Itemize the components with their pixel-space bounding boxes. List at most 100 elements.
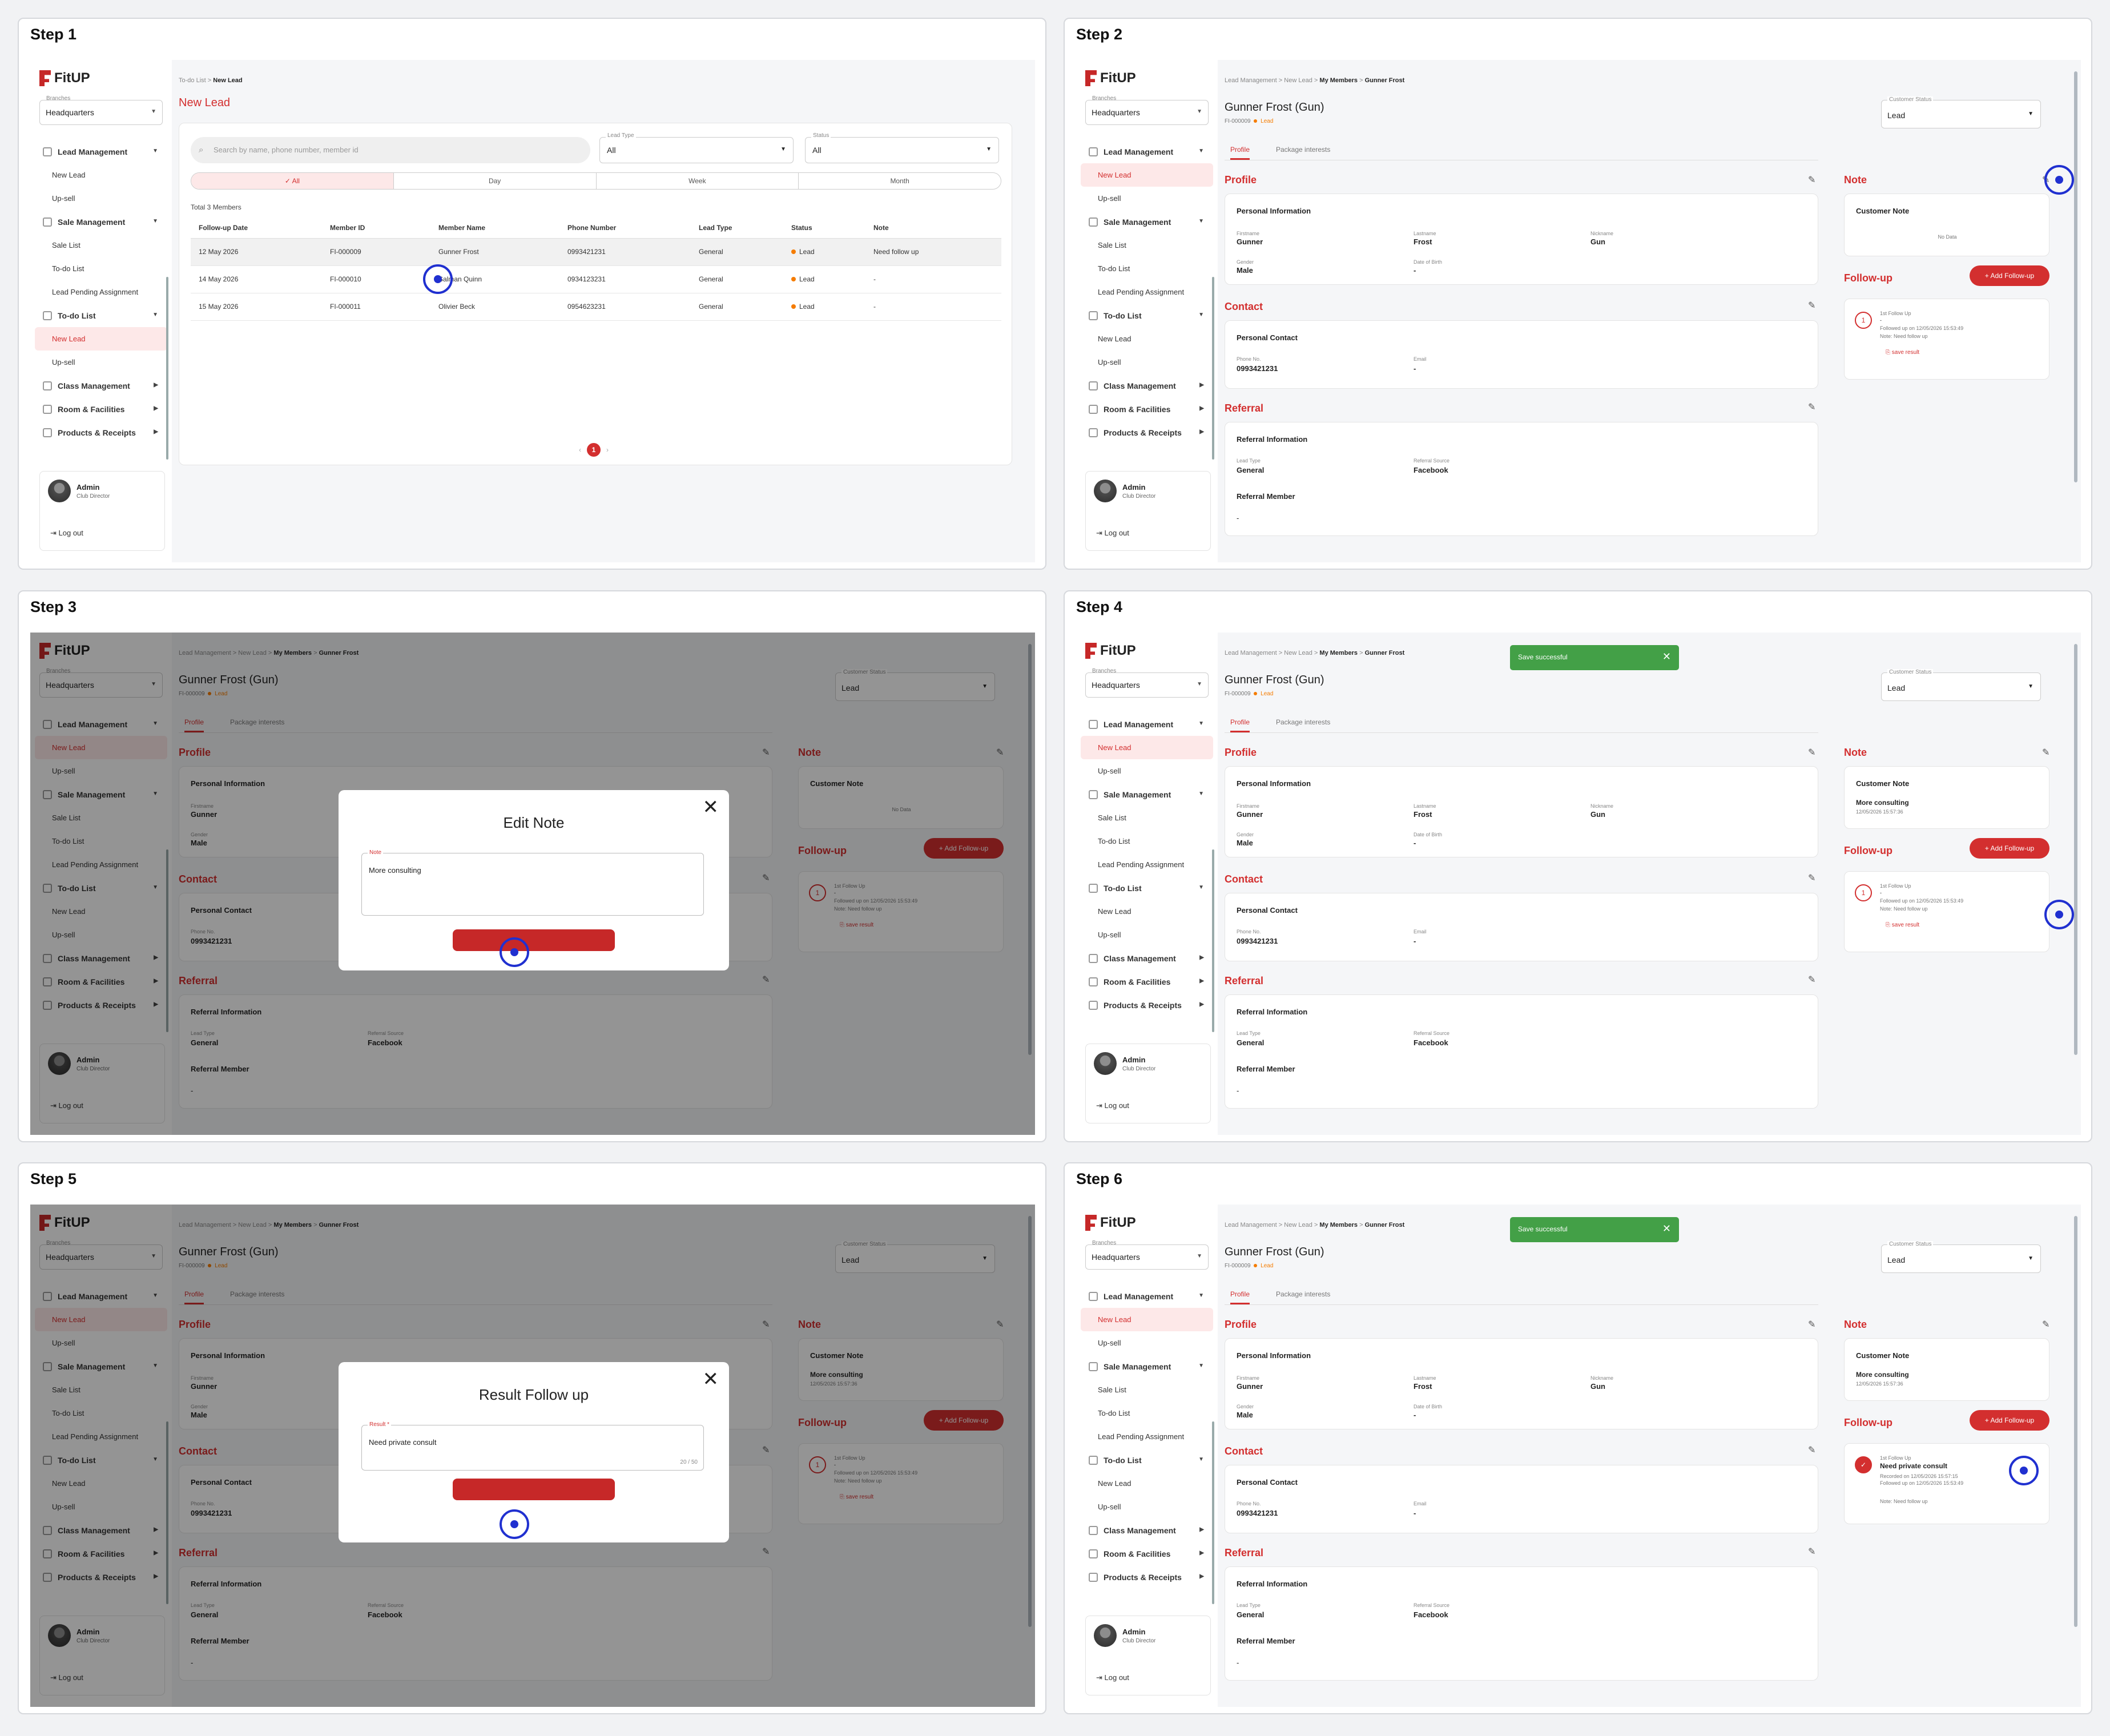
tab-profile[interactable]: Profile	[1230, 718, 1250, 732]
nav-sale-list[interactable]: Sale List	[1098, 241, 1126, 249]
nav-sale-management[interactable]: Sale Management ▼	[35, 210, 167, 233]
logout-button[interactable]: ⇥ Log out	[50, 529, 83, 538]
nav-todo-group[interactable]: To-do List ▼	[35, 1448, 167, 1472]
nav-todo-group[interactable]: To-do List ▼	[1081, 304, 1213, 327]
next-page-icon[interactable]: ›	[606, 446, 609, 454]
crumb-item[interactable]: Lead Management	[1225, 1222, 1277, 1229]
nav-room-facilities[interactable]: Room & Facilities ▶	[35, 1542, 167, 1565]
nav-products-receipts[interactable]: Products & Receipts ▶	[35, 993, 167, 1017]
logout-button[interactable]: ⇥ Log out	[50, 1673, 83, 1682]
sidebar-scrollbar[interactable]	[1212, 849, 1214, 1032]
nav-new-lead-todo[interactable]: New Lead	[1098, 335, 1131, 343]
nav-products-receipts[interactable]: Products & Receipts ▶	[1081, 993, 1213, 1017]
nav-up-sell-todo[interactable]: Up-sell	[1098, 358, 1121, 366]
modal-overlay[interactable]: Result Follow up ✕ Result * Need private…	[30, 1205, 1035, 1707]
nav-up-sell-todo[interactable]: Up-sell	[52, 931, 75, 939]
nav-todo-list[interactable]: To-do List	[52, 837, 84, 845]
add-followup-button[interactable]: + Add Follow-up	[1970, 1410, 2049, 1431]
close-icon[interactable]: ✕	[702, 1368, 719, 1390]
nav-up-sell[interactable]: Up-sell	[1098, 1339, 1121, 1347]
lead-type-select[interactable]: Lead Type All ▼	[599, 132, 794, 163]
nav-todo-group[interactable]: To-do List ▼	[1081, 1448, 1213, 1472]
nav-lead-management[interactable]: Lead Management ▼	[35, 712, 167, 736]
add-followup-button[interactable]: + Add Follow-up	[1970, 265, 2049, 286]
edit-note-icon[interactable]: ✎	[996, 1320, 1004, 1330]
edit-profile-icon[interactable]: ✎	[762, 748, 770, 758]
nav-room-facilities[interactable]: Room & Facilities ▶	[1081, 1542, 1213, 1565]
nav-products-receipts[interactable]: Products & Receipts ▶	[1081, 1565, 1213, 1589]
crumb-item[interactable]: New Lead	[1284, 1222, 1312, 1229]
logout-button[interactable]: ⇥ Log out	[1096, 1101, 1129, 1110]
nav-todo-list[interactable]: To-do List	[52, 1409, 84, 1417]
nav-up-sell[interactable]: Up-sell	[52, 194, 75, 203]
crumb-item[interactable]: New Lead	[1284, 650, 1312, 656]
tab-package-interests[interactable]: Package interests	[1276, 1290, 1331, 1298]
nav-new-lead[interactable]: New Lead	[35, 1308, 167, 1331]
nav-new-lead-todo[interactable]: New Lead	[1098, 907, 1131, 916]
edit-referral-icon[interactable]: ✎	[762, 975, 770, 985]
prev-page-icon[interactable]: ‹	[579, 446, 581, 454]
edit-referral-icon[interactable]: ✎	[762, 1547, 770, 1557]
nav-new-lead[interactable]: New Lead	[35, 736, 167, 759]
table-row[interactable]: 15 May 2026 FI-000011 Olivier Beck 09546…	[191, 293, 1001, 321]
save-result-link[interactable]: ⎘ save result	[1886, 349, 1919, 356]
nav-new-lead-todo[interactable]: New Lead	[52, 1479, 86, 1488]
nav-up-sell-todo[interactable]: Up-sell	[52, 1503, 75, 1511]
nav-sale-list[interactable]: Sale List	[1098, 1385, 1126, 1394]
nav-products-receipts[interactable]: Products & Receipts ▶	[35, 1565, 167, 1589]
customer-status-select[interactable]: Customer Status Lead ▼	[1881, 669, 2041, 701]
nav-room-facilities[interactable]: Room & Facilities ▶	[1081, 970, 1213, 993]
sidebar-scrollbar[interactable]	[166, 849, 168, 1032]
tab-month[interactable]: Month	[890, 177, 909, 185]
nav-lead-pending[interactable]: Lead Pending Assignment	[52, 1432, 139, 1441]
nav-new-lead[interactable]: New Lead	[1081, 163, 1213, 187]
nav-lead-pending[interactable]: Lead Pending Assignment	[1098, 860, 1185, 869]
edit-note-icon[interactable]: ✎	[2042, 1320, 2050, 1330]
nav-lead-pending[interactable]: Lead Pending Assignment	[52, 860, 139, 869]
tab-profile[interactable]: Profile	[1230, 1290, 1250, 1304]
nav-new-lead[interactable]: New Lead	[52, 171, 86, 179]
crumb-item[interactable]: My Members	[1319, 650, 1358, 656]
edit-note-icon[interactable]: ✎	[2042, 748, 2050, 758]
nav-sale-management[interactable]: Sale Management ▼	[1081, 210, 1213, 233]
page-scrollbar[interactable]	[2074, 71, 2077, 482]
customer-status-select[interactable]: Customer Status Lead ▼	[1881, 1241, 2041, 1273]
close-icon[interactable]: ✕	[1662, 1223, 1671, 1234]
close-icon[interactable]: ✕	[702, 796, 719, 818]
modal-overlay[interactable]: Edit Note ✕ Note More consulting	[30, 633, 1035, 1135]
nav-new-lead-todo[interactable]: New Lead	[35, 327, 167, 351]
nav-sale-management[interactable]: Sale Management ▼	[1081, 1355, 1213, 1378]
nav-up-sell-todo[interactable]: Up-sell	[1098, 1503, 1121, 1511]
nav-class-management[interactable]: Class Management ▶	[35, 1519, 167, 1542]
crumb-item[interactable]: Lead Management	[1225, 77, 1277, 84]
nav-lead-management[interactable]: Lead Management ▼	[35, 140, 167, 163]
save-result-link[interactable]: ⎘ save result	[840, 922, 873, 928]
search-input[interactable]: ⌕ Search by name, phone number, member id	[191, 137, 590, 163]
branch-select[interactable]: Headquarters ▼	[1085, 672, 1209, 698]
tab-profile[interactable]: Profile	[184, 1290, 204, 1304]
table-row[interactable]: 14 May 2026 FI-000010 Salman Quinn 09341…	[191, 266, 1001, 293]
tab-profile[interactable]: Profile	[184, 718, 204, 732]
edit-profile-icon[interactable]: ✎	[1808, 1320, 1816, 1330]
sidebar-scrollbar[interactable]	[166, 1421, 168, 1604]
edit-profile-icon[interactable]: ✎	[1808, 748, 1816, 758]
add-followup-button[interactable]: + Add Follow-up	[1970, 838, 2049, 859]
nav-new-lead[interactable]: New Lead	[1081, 736, 1213, 759]
tab-package-interests[interactable]: Package interests	[230, 718, 285, 726]
edit-contact-icon[interactable]: ✎	[762, 873, 770, 883]
crumb-item[interactable]: Lead Management	[1225, 650, 1277, 656]
nav-new-lead-todo[interactable]: New Lead	[1098, 1479, 1131, 1488]
edit-contact-icon[interactable]: ✎	[762, 1445, 770, 1455]
edit-profile-icon[interactable]: ✎	[1808, 175, 1816, 185]
branch-select[interactable]: Headquarters ▼	[1085, 100, 1209, 125]
modal-textarea[interactable]: Note More consulting	[361, 849, 704, 916]
nav-class-management[interactable]: Class Management ▶	[35, 946, 167, 970]
branch-select[interactable]: Headquarters ▼	[39, 672, 163, 698]
crumb-item[interactable]: New Lead	[1284, 77, 1312, 84]
nav-todo-group[interactable]: To-do List ▼	[1081, 876, 1213, 900]
nav-sale-management[interactable]: Sale Management ▼	[1081, 783, 1213, 806]
nav-lead-management[interactable]: Lead Management ▼	[1081, 712, 1213, 736]
edit-contact-icon[interactable]: ✎	[1808, 1445, 1816, 1455]
add-followup-button[interactable]: + Add Follow-up	[924, 1410, 1004, 1431]
nav-todo-list[interactable]: To-do List	[52, 264, 84, 273]
